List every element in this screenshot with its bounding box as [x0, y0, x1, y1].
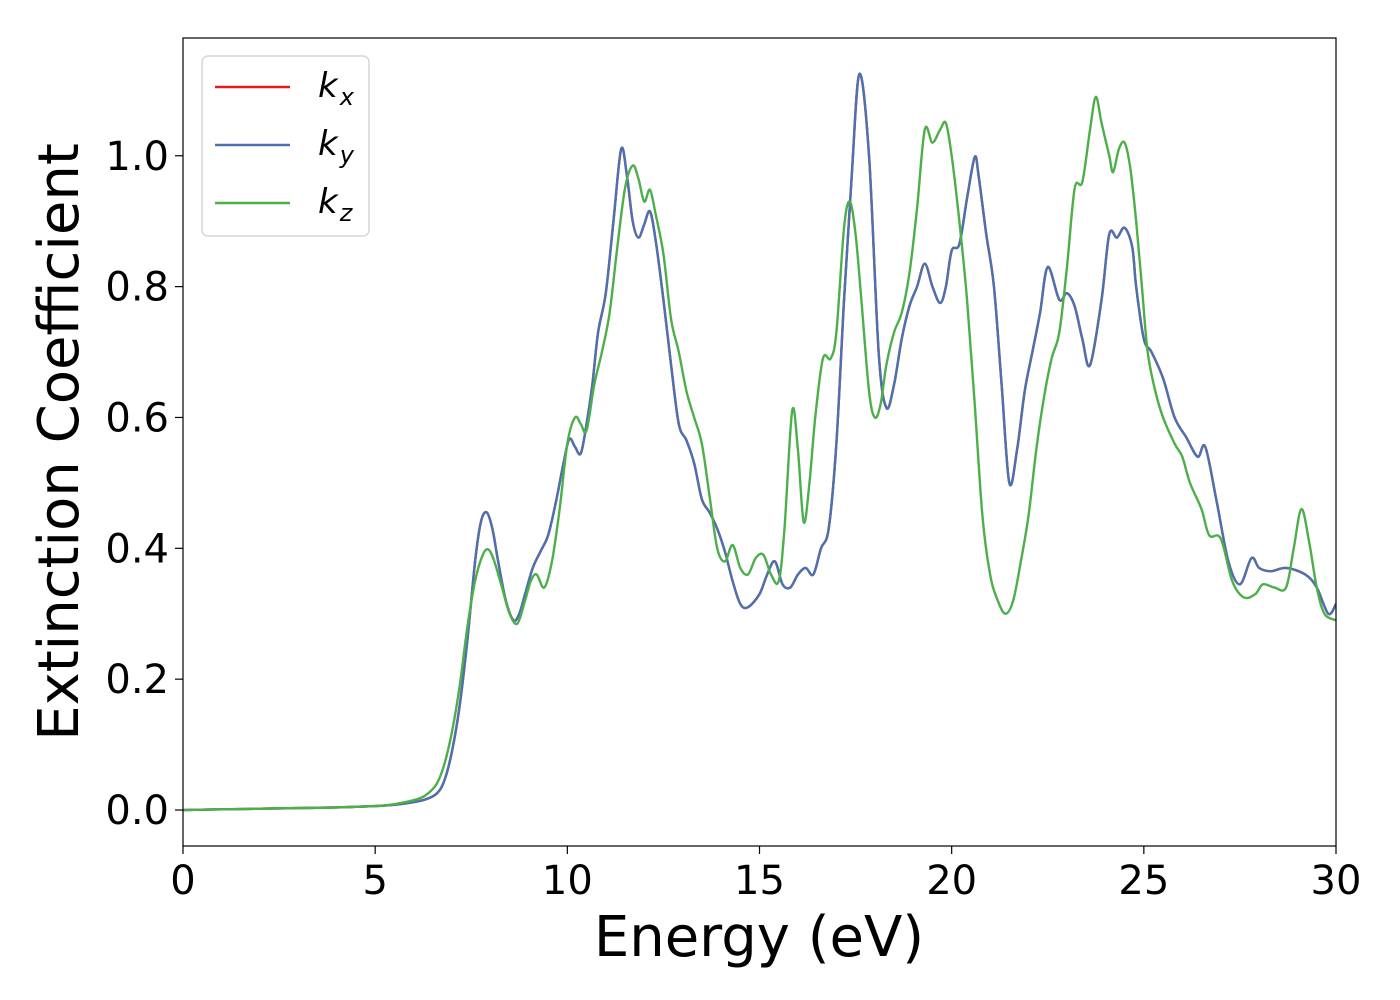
- y-tick-label: 0.6: [105, 395, 169, 441]
- series-line-kz: [183, 95, 1336, 812]
- x-tick-label: 30: [1311, 858, 1362, 904]
- y-tick-label: 1.0: [105, 134, 169, 180]
- legend-label-main: k: [318, 66, 339, 106]
- x-tick-label: 5: [362, 858, 387, 904]
- x-tick-label: 10: [542, 858, 593, 904]
- series-line-ky: [183, 72, 1336, 812]
- y-tick-label: 0.2: [105, 657, 169, 703]
- x-axis-label-group: Energy (eV): [594, 905, 924, 970]
- x-axis-label: Energy (eV): [594, 905, 924, 970]
- x-tick-label: 15: [734, 858, 785, 904]
- legend-label-main: k: [318, 182, 339, 222]
- y-axis-label: Extinction Coefficient: [27, 143, 92, 741]
- x-tick-label: 20: [926, 858, 977, 904]
- series-lines: [183, 72, 1336, 812]
- x-tick-label: 25: [1118, 858, 1169, 904]
- y-tick-label: 0.4: [105, 526, 169, 572]
- y-axis: 0.0 0.2 0.4 0.6 0.8 1.0: [105, 134, 183, 834]
- x-tick-label: 0: [170, 858, 195, 904]
- legend-label-kx: kx: [318, 66, 355, 111]
- y-axis-label-group: Extinction Coefficient: [27, 143, 92, 741]
- legend-label-subscript: x: [339, 83, 355, 111]
- y-tick-label: 0.0: [105, 788, 169, 834]
- legend-label-subscript: z: [339, 199, 354, 227]
- legend-label-kz: kz: [318, 182, 354, 227]
- x-axis: 0 5 10 15 20 25 30: [170, 846, 1361, 904]
- y-tick-label: 0.8: [105, 265, 169, 311]
- legend-label-subscript: y: [339, 141, 355, 169]
- legend-label-ky: ky: [318, 124, 355, 169]
- legend-label-main: k: [318, 124, 339, 164]
